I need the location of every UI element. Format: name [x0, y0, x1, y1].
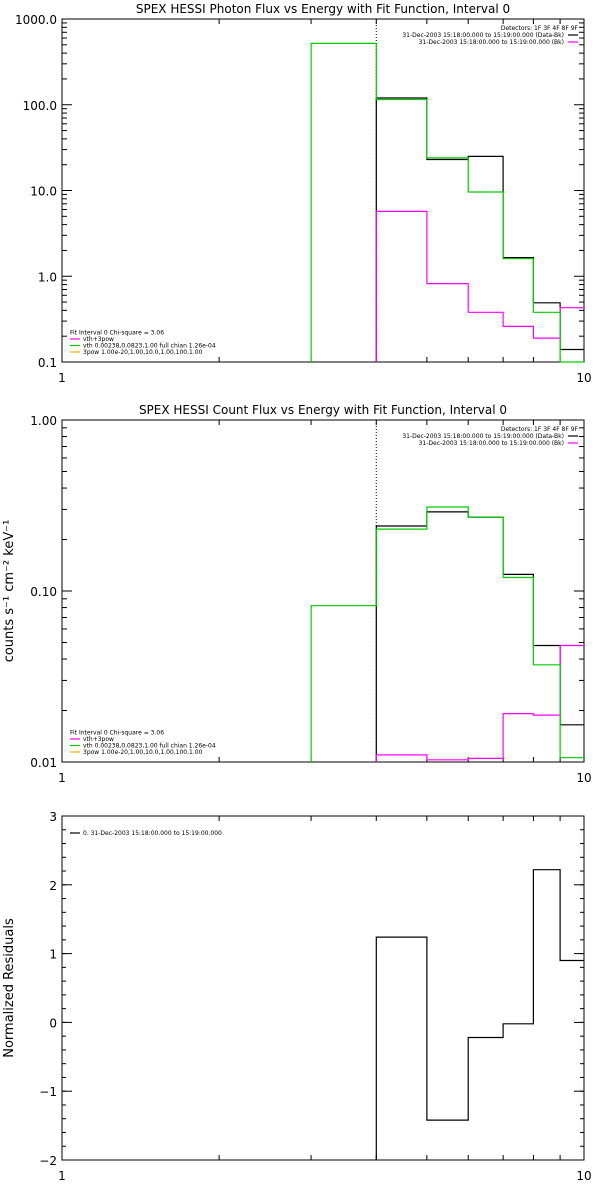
legend-entry: vth+3pow — [83, 736, 114, 743]
y-tick-label: 0.10 — [30, 585, 57, 599]
y-tick-label: −2 — [39, 1154, 57, 1168]
legend-entry: vth 0.00238,0.0823,1.00 full chian 1.26e… — [83, 743, 216, 750]
series-0-step — [375, 511, 584, 762]
info-line: 31-Dec-2003 15:18:00.000 to 15:19:00.000… — [402, 32, 564, 39]
info-line: Detectors: 1F 3F 4F 8F 9F — [501, 426, 579, 433]
y-tick-label: 0 — [49, 1016, 57, 1030]
y-tick-label: 1000.0 — [15, 13, 57, 27]
axes-frame — [61, 419, 585, 763]
legend-entry: vth+3pow — [83, 336, 114, 343]
axes-frame — [61, 18, 585, 363]
legend-entry: vth 0.00238,0.0823,1.00 full chian 1.26e… — [83, 343, 216, 350]
legend-entry: Fit Interval 0 Chi-square = 3.06 — [70, 730, 164, 737]
y-axis-label: counts s⁻¹ cm⁻² keV⁻¹ — [2, 520, 17, 663]
y-tick-label: 3 — [49, 810, 57, 824]
legend-entry: 0. 31-Dec-2003 15:18:00.000 to 15:19:00.… — [83, 830, 222, 837]
y-tick-label: 2 — [49, 879, 57, 893]
y-tick-label: 10.0 — [30, 185, 57, 199]
axes-frame — [61, 815, 585, 1161]
info-line: Detectors: 1F 3F 4F 8F 9F — [501, 25, 579, 32]
series-1-step — [375, 644, 584, 762]
series-1-step — [375, 210, 584, 362]
info-line: 31-Dec-2003 15:18:00.000 to 15:19:00.000… — [419, 39, 564, 46]
series-0-step — [375, 869, 584, 1160]
y-axis-label: Normalized Residuals — [2, 918, 17, 1058]
y-tick-label: 1 — [49, 948, 57, 962]
y-tick-label: 0.1 — [38, 356, 57, 370]
y-tick-label: −1 — [39, 1085, 57, 1099]
legend-entry: 3pow 1.00e-20,1.00,10.0,1.00,100,1.00 — [83, 349, 203, 356]
info-line: 31-Dec-2003 15:18:00.000 to 15:19:00.000… — [402, 433, 564, 440]
x-tick-label: 10 — [576, 371, 591, 385]
x-tick-label: 10 — [576, 1169, 591, 1183]
y-tick-label: 100.0 — [23, 99, 57, 113]
info-line: 31-Dec-2003 15:18:00.000 to 15:19:00.000… — [419, 440, 564, 447]
legend-entry: 3pow 1.00e-20,1.00,10.0,1.00,100,1.00 — [83, 749, 203, 756]
y-tick-label: 1.0 — [38, 270, 57, 284]
x-tick-label: 10 — [576, 771, 591, 785]
series-0-step — [375, 97, 584, 362]
plot-title: SPEX HESSI Count Flux vs Energy with Fit… — [139, 403, 507, 417]
plot-title: SPEX HESSI Photon Flux vs Energy with Fi… — [136, 2, 510, 16]
legend-entry: Fit Interval 0 Chi-square = 3.06 — [70, 330, 164, 337]
x-tick-label: 1 — [58, 771, 66, 785]
x-tick-label: 1 — [58, 1169, 66, 1183]
series-2-step — [310, 506, 584, 762]
series-2-step — [310, 42, 584, 363]
y-tick-label: 0.01 — [30, 756, 57, 770]
x-tick-label: 1 — [58, 371, 66, 385]
y-tick-label: 1.00 — [30, 414, 57, 428]
